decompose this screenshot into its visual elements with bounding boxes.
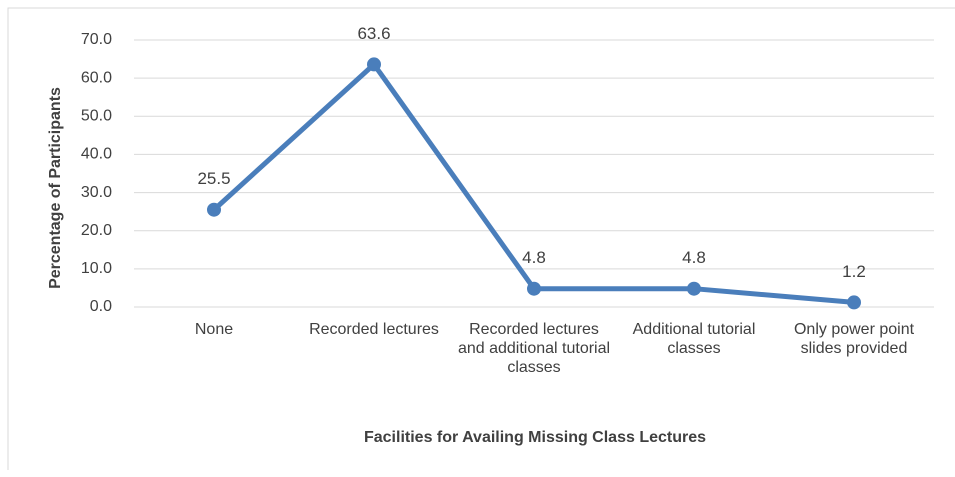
x-tick-label: Recorded lectures and additional tutoria… (457, 321, 611, 376)
data-label: 63.6 (357, 24, 390, 43)
x-axis-title: Facilities for Availing Missing Class Le… (364, 429, 706, 446)
chart-border (7, 7, 955, 470)
y-tick-label: 10.0 (81, 260, 112, 277)
marker (207, 202, 221, 217)
x-tick-label: Only power point slides provided (793, 321, 915, 357)
y-tick-label: 20.0 (81, 222, 112, 239)
data-label: 4.8 (522, 248, 546, 267)
y-tick-label: 0.0 (90, 298, 112, 315)
marker (847, 295, 861, 310)
marker (367, 57, 381, 72)
marker (687, 281, 701, 296)
x-tick-label: None (194, 321, 234, 338)
x-tick-label: Additional tutorial classes (632, 321, 756, 357)
data-label: 1.2 (842, 262, 866, 281)
y-tick-label: 70.0 (81, 31, 112, 48)
data-label: 4.8 (682, 248, 706, 267)
data-label: 25.5 (197, 169, 230, 188)
x-tick-label: Recorded lectures (309, 321, 439, 338)
y-tick-label: 30.0 (81, 184, 112, 201)
y-tick-label: 50.0 (81, 108, 112, 125)
marker (527, 281, 541, 296)
y-axis-title: Percentage of Participants (47, 87, 64, 289)
y-tick-label: 40.0 (81, 146, 112, 163)
y-tick-label: 60.0 (81, 69, 112, 86)
